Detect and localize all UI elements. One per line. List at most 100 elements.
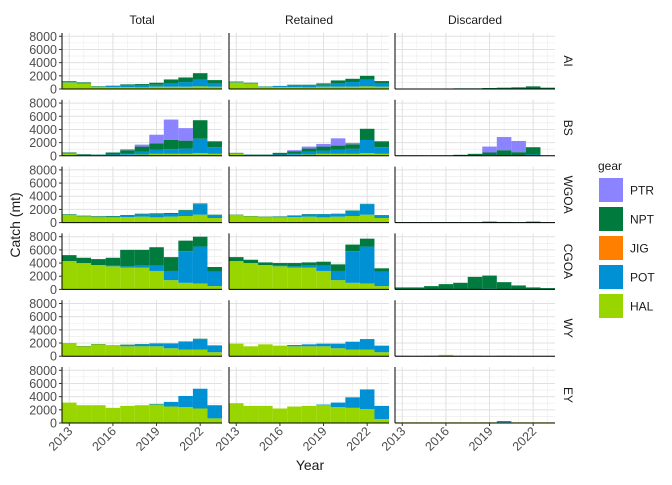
bar-ai-retained-2023-npt <box>374 81 389 83</box>
bar-cgoa-retained-2023-npt <box>374 268 389 271</box>
bar-cgoa-total-2018-hal <box>135 268 150 290</box>
y-tick-label: 8000 <box>29 97 57 111</box>
bar-cgoa-total-2019-npt <box>149 247 164 265</box>
bar-cgoa-discarded-2017-npt <box>453 283 468 290</box>
bar-ai-total-2023-pot <box>207 83 222 86</box>
y-tick-label: 2000 <box>29 403 57 417</box>
bar-bs-discarded-2021-ptr <box>511 141 526 152</box>
bar-cgoa-discarded-2018-npt <box>468 277 483 290</box>
bar-bs-retained-2021-pot <box>345 149 360 154</box>
bar-wy-total-2023-hal <box>207 352 222 356</box>
bar-ai-total-2020-npt <box>164 79 179 83</box>
bar-bs-retained-2018-ptr <box>302 147 317 149</box>
bar-wy-total-2021-hal <box>178 350 193 357</box>
bar-wgoa-retained-2019-pot <box>316 214 331 217</box>
column-strip-label-discarded: Discarded <box>448 13 502 27</box>
bar-cgoa-retained-2018-pot <box>302 265 317 268</box>
y-tick-label: 0 <box>50 216 57 230</box>
bar-cgoa-total-2021-hal <box>178 283 193 290</box>
bar-ai-total-2023-npt <box>207 80 222 83</box>
bar-bs-total-2017-npt <box>120 150 135 153</box>
bar-ai-total-2013-npt <box>62 81 77 82</box>
bar-ai-total-2016-pot <box>106 86 121 87</box>
bar-cgoa-total-2020-pot <box>164 271 179 280</box>
panel-ai-discarded <box>395 33 555 89</box>
bar-cgoa-discarded-2020-npt <box>497 282 512 289</box>
bar-wgoa-total-2018-hal <box>135 217 150 223</box>
bar-ai-retained-2020-npt <box>331 80 346 83</box>
bar-ey-retained-2022-hal <box>360 409 375 423</box>
bar-ai-total-2019-pot <box>149 85 164 87</box>
bar-wgoa-retained-2017-pot <box>287 216 302 217</box>
y-tick-label: 2000 <box>29 136 57 150</box>
legend-label-pot: POT <box>630 271 655 285</box>
bar-wgoa-total-2017-npt <box>120 215 135 216</box>
bar-bs-total-2022-npt <box>193 120 208 138</box>
bar-ai-total-2021-npt <box>178 77 193 82</box>
bar-cgoa-retained-2016-hal <box>273 266 288 289</box>
bar-cgoa-discarded-2021-npt <box>511 285 526 289</box>
bar-ai-total-2013-pot <box>62 82 77 83</box>
bar-wy-total-2018-hal <box>135 346 150 356</box>
bar-wy-retained-2014-hal <box>244 346 259 356</box>
bar-wy-total-2013-hal <box>62 344 77 357</box>
bar-cgoa-discarded-2016-npt <box>439 284 454 289</box>
bar-wgoa-total-2018-pot <box>135 214 150 216</box>
bar-bs-retained-2013-pot <box>229 153 244 154</box>
bar-cgoa-retained-2022-pot <box>360 247 375 284</box>
bar-cgoa-retained-2022-npt <box>360 239 375 247</box>
bar-bs-total-2021-pot <box>178 149 193 154</box>
bar-wy-retained-2017-pot <box>287 345 302 346</box>
y-tick-label: 8000 <box>29 163 57 177</box>
bar-bs-total-2016-pot <box>106 154 121 155</box>
bar-bs-total-2019-pot <box>149 150 164 154</box>
bar-cgoa-total-2018-npt <box>135 250 150 265</box>
bar-wgoa-total-2019-npt <box>149 213 164 214</box>
bar-bs-total-2017-pot <box>120 153 135 154</box>
bar-cgoa-retained-2017-pot <box>287 266 302 267</box>
y-tick-label: 6000 <box>29 310 57 324</box>
y-tick-label: 6000 <box>29 43 57 57</box>
bar-bs-total-2020-ptr <box>164 120 179 140</box>
bar-cgoa-total-2017-pot <box>120 266 135 267</box>
bar-ey-total-2013-hal <box>62 403 77 423</box>
bar-ey-retained-2015-hal <box>258 406 273 423</box>
x-tick-label: 2016 <box>256 424 286 454</box>
bar-cgoa-total-2015-npt <box>91 259 106 265</box>
bar-wgoa-total-2016-npt <box>106 216 121 217</box>
bar-bs-total-2016-npt <box>106 153 121 155</box>
bar-ey-retained-2023-hal <box>374 419 389 423</box>
bar-wy-retained-2015-hal <box>258 344 273 356</box>
bar-ai-total-2022-npt <box>193 73 208 80</box>
bar-wgoa-retained-2023-hal <box>374 218 389 223</box>
bar-bs-retained-2018-pot <box>302 152 317 155</box>
panel-wgoa-retained <box>229 167 389 223</box>
bar-ey-retained-2021-hal <box>345 408 360 423</box>
bar-wy-retained-2020-pot <box>331 344 346 349</box>
bar-cgoa-retained-2020-pot <box>331 271 346 280</box>
bar-ai-retained-2013-hal <box>229 82 244 89</box>
y-tick-label: 8000 <box>29 297 57 311</box>
bar-cgoa-total-2016-npt <box>106 258 121 266</box>
bar-ai-total-2019-npt <box>149 83 164 85</box>
bar-cgoa-retained-2019-hal <box>316 271 331 289</box>
y-tick-label: 6000 <box>29 177 57 191</box>
bar-ai-retained-2022-npt <box>360 76 375 80</box>
bar-ai-retained-2019-npt <box>316 83 331 84</box>
bar-ey-total-2021-hal <box>178 407 193 423</box>
bar-ey-total-2021-pot <box>178 396 193 407</box>
bar-wgoa-total-2014-npt <box>77 216 92 217</box>
bar-ey-total-2020-pot <box>164 402 179 407</box>
bar-wgoa-retained-2022-hal <box>360 215 375 223</box>
bar-wgoa-total-2023-hal <box>207 218 222 223</box>
bar-bs-total-2022-pot <box>193 139 208 153</box>
legend-swatch-npt <box>599 207 623 231</box>
bar-cgoa-total-2021-pot <box>178 251 193 283</box>
bar-ai-total-2014-pot <box>77 83 92 84</box>
bar-bs-retained-2022-pot <box>360 140 375 153</box>
column-strip-label-total: Total <box>129 13 154 27</box>
bar-bs-total-2013-npt <box>62 153 77 154</box>
bar-bs-retained-2023-pot <box>374 147 389 154</box>
